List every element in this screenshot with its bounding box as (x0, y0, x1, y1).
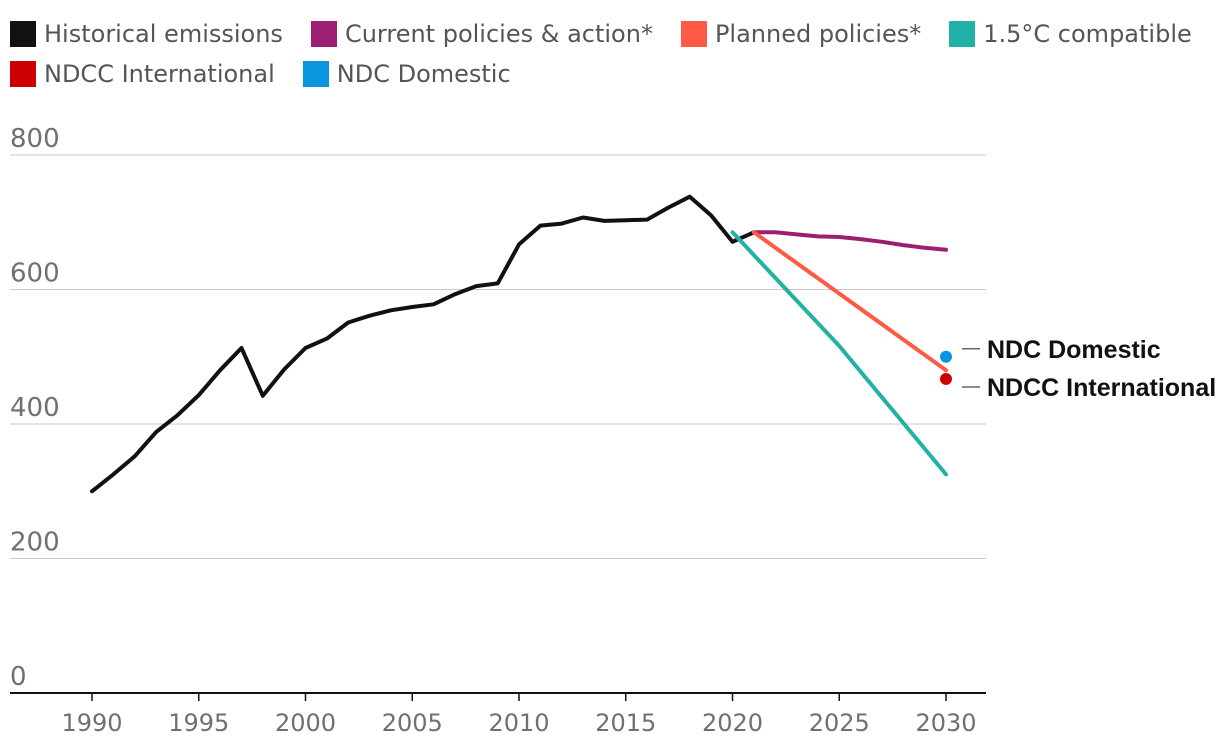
legend-item-current-policies: Current policies & action* (310, 20, 653, 48)
legend-label-current-policies: Current policies & action* (344, 20, 653, 48)
legend-row-2: NDCC International NDC Domestic (10, 54, 1210, 94)
legend-swatch-current-policies (310, 21, 337, 47)
point-ndcc-international (940, 372, 952, 385)
legend-item-ndc-domestic: NDC Domestic (302, 60, 511, 88)
series-line-current-policies-action (751, 230, 948, 252)
x-tick-label-2025: 2025 (809, 709, 870, 737)
x-tick-label-2000: 2000 (275, 709, 336, 737)
y-tick-label-800: 800 (10, 124, 60, 154)
series-line-planned-policies (751, 230, 948, 373)
legend-item-historical: Historical emissions (10, 20, 283, 48)
legend-swatch-historical (10, 21, 36, 47)
x-tick-label-1995: 1995 (168, 709, 229, 737)
y-tick-label-0: 0 (10, 662, 27, 692)
point-ndc-domestic (940, 350, 952, 363)
legend-item-ndcc-international: NDCC International (10, 60, 275, 88)
x-tick-label-1990: 1990 (61, 709, 122, 737)
legend: Historical emissions Current policies & … (10, 14, 1210, 94)
legend-label-1-5c: 1.5°C compatible (983, 20, 1192, 48)
series-line-historical-emissions (90, 194, 756, 494)
legend-label-ndc-domestic: NDC Domestic (336, 60, 511, 88)
y-tick-label-200: 200 (10, 528, 60, 558)
y-tick-label-400: 400 (10, 393, 60, 423)
y-tick-label-600: 600 (10, 259, 60, 289)
legend-label-ndcc-international: NDCC International (44, 60, 275, 88)
series-line-1-5-c-compatible (730, 230, 948, 477)
x-tick-label-2020: 2020 (702, 709, 763, 737)
x-tick-label-2010: 2010 (488, 709, 549, 737)
legend-row-1: Historical emissions Current policies & … (10, 14, 1210, 54)
point-label-ndc-domestic: NDC Domestic (987, 336, 1161, 364)
x-tick-label-2005: 2005 (382, 709, 443, 737)
legend-item-planned-policies: Planned policies* (680, 20, 922, 48)
legend-swatch-ndc-domestic (302, 61, 329, 87)
legend-item-1-5c: 1.5°C compatible (949, 20, 1192, 48)
x-tick-label-2030: 2030 (915, 709, 976, 737)
legend-swatch-planned-policies (680, 21, 707, 47)
point-label-ndcc-international: NDCC International (987, 374, 1216, 402)
legend-swatch-ndcc-international (10, 61, 36, 87)
legend-swatch-1-5c (949, 21, 976, 47)
x-tick-label-2015: 2015 (595, 709, 656, 737)
legend-label-historical: Historical emissions (44, 20, 283, 48)
legend-label-planned-policies: Planned policies* (714, 20, 922, 48)
